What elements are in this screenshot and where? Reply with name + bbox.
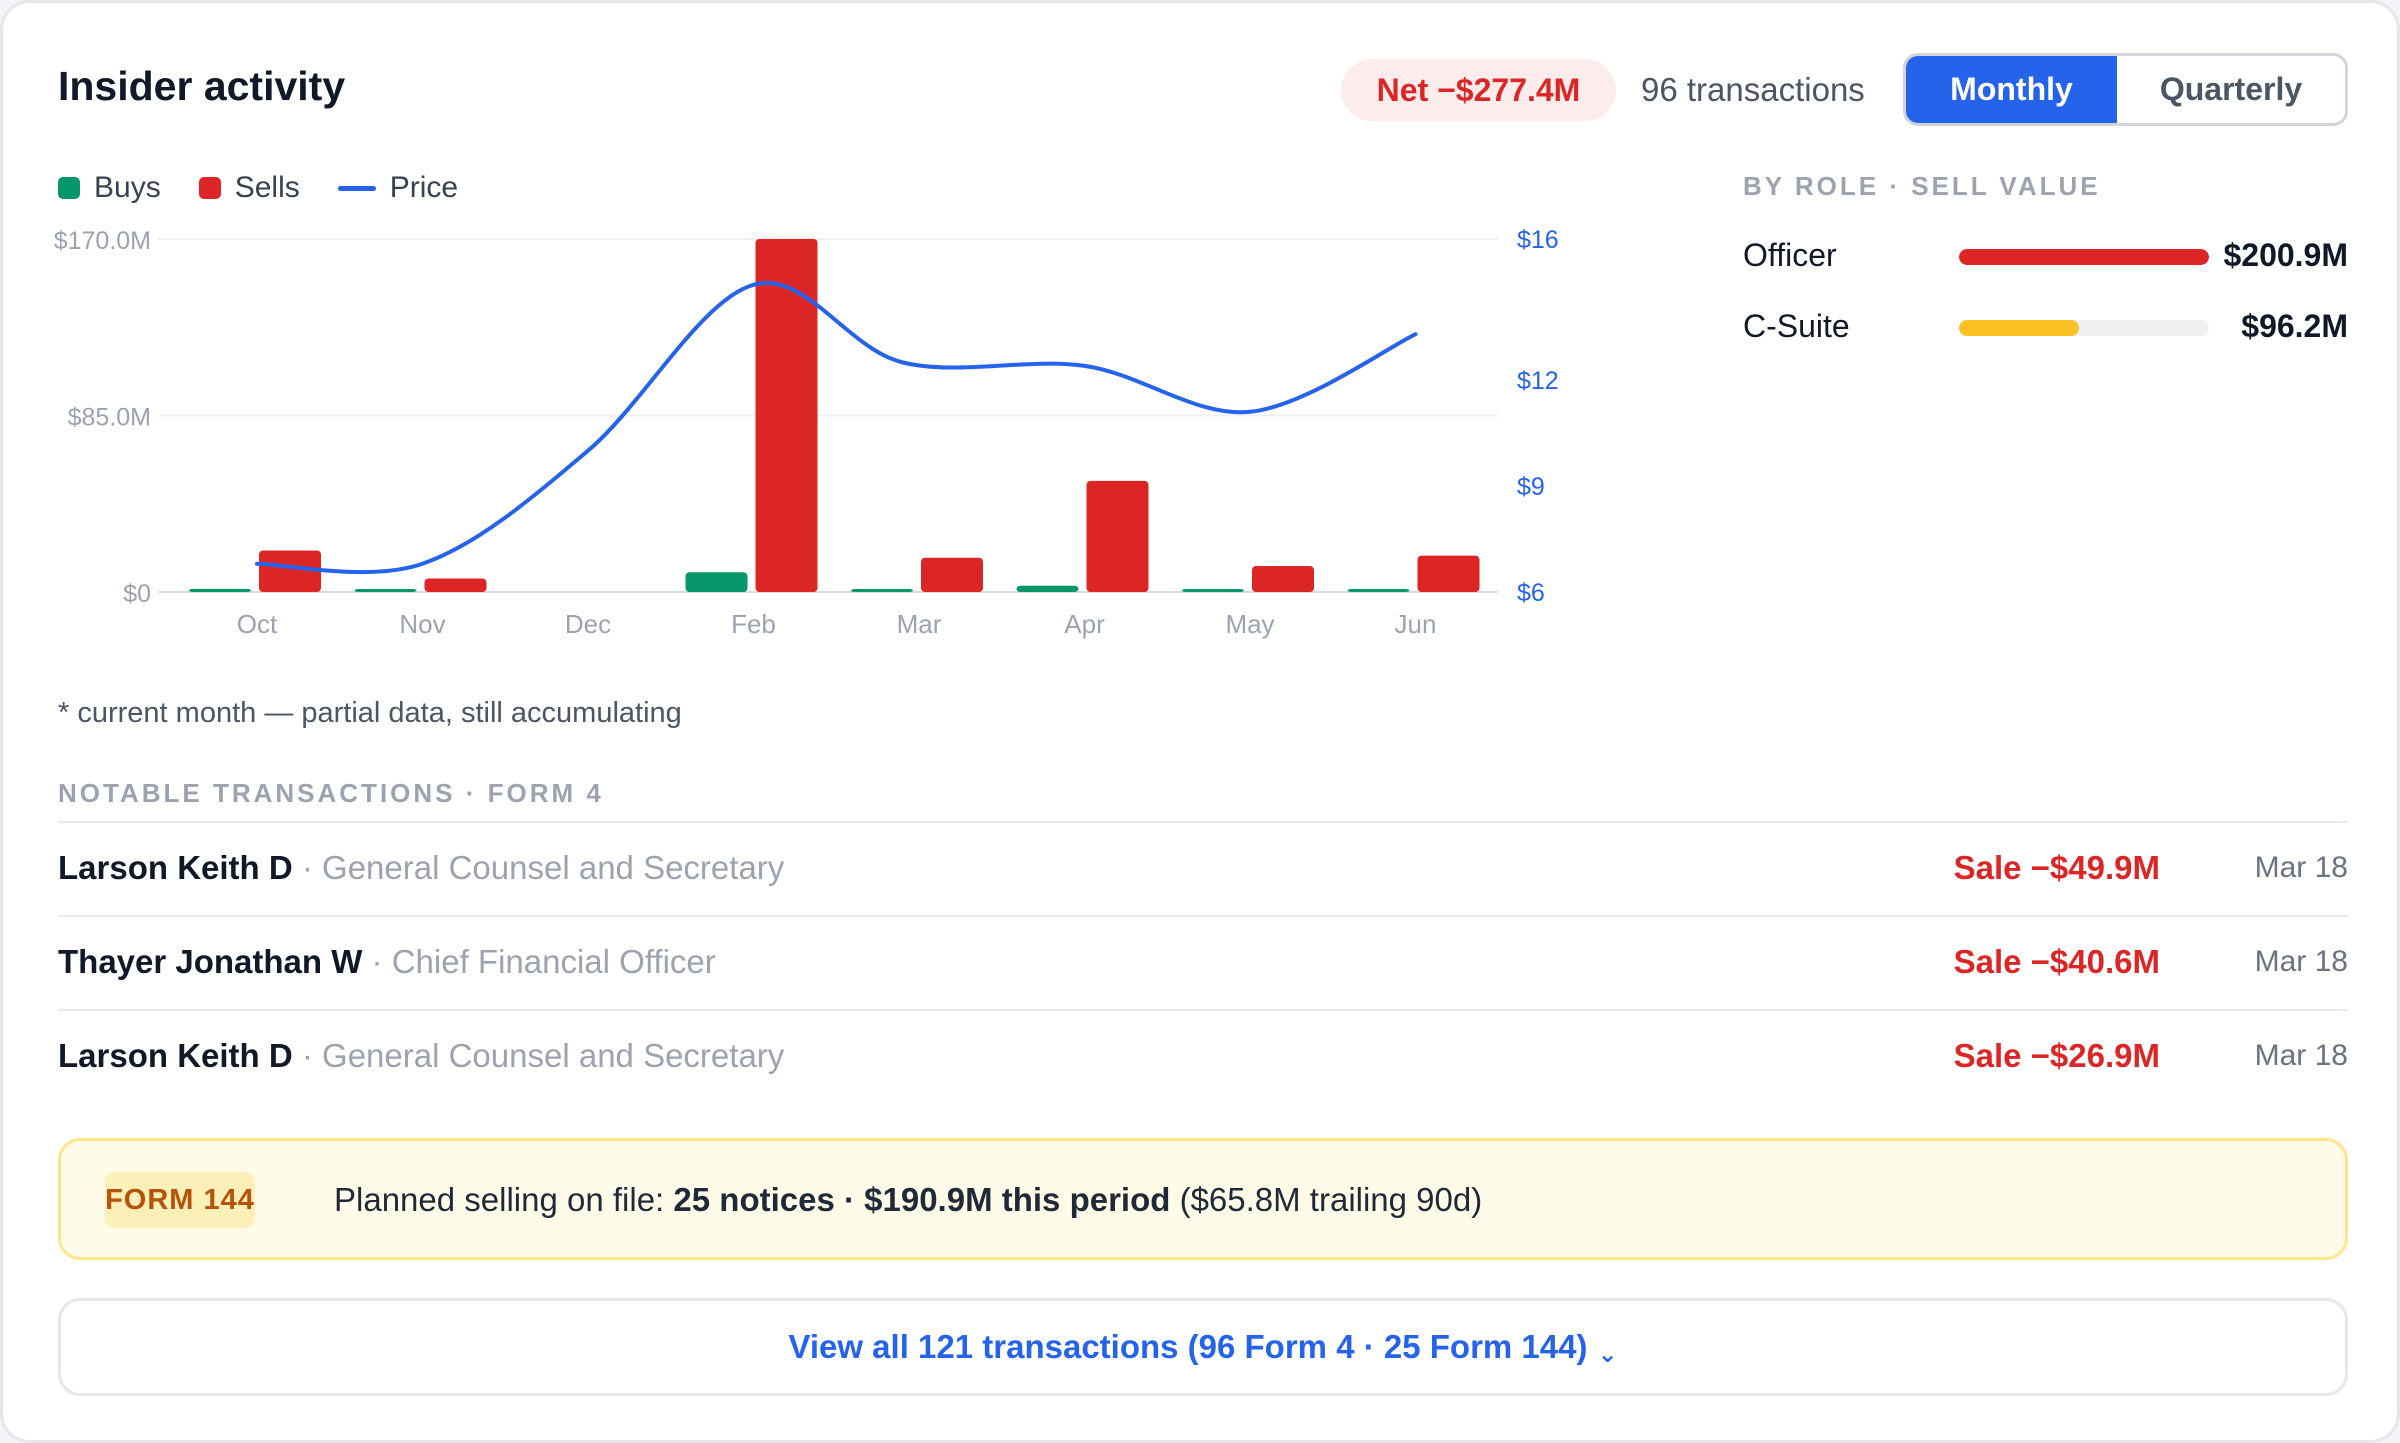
name-role-separator: ·	[292, 1037, 323, 1074]
transaction-row[interactable]: Thayer Jonathan W · Chief Financial Offi…	[58, 915, 2348, 1009]
insider-name: Thayer Jonathan W	[58, 943, 363, 980]
form-144-tag: FORM 144	[105, 1172, 255, 1228]
transaction-insider: Larson Keith D · General Counsel and Sec…	[58, 1037, 784, 1075]
period-toggle: Monthly Quarterly	[1903, 53, 2348, 126]
view-all-transactions-button[interactable]: View all 121 transactions (96 Form 4 · 2…	[58, 1298, 2348, 1396]
x-tick-label: Feb	[731, 609, 776, 639]
buys-bar	[851, 589, 913, 592]
y-left-tick-label: $85.0M	[68, 404, 151, 432]
role-value: $96.2M	[2241, 308, 2348, 344]
buys-bar	[189, 588, 251, 592]
transaction-row[interactable]: Larson Keith D · General Counsel and Sec…	[58, 1009, 2348, 1103]
chevron-down-icon: ⌄	[1597, 1341, 1618, 1368]
y-right-tick-label: $6	[1517, 579, 1545, 607]
transaction-row[interactable]: Larson Keith D · General Counsel and Sec…	[58, 821, 2348, 915]
y-right-tick-label: $9	[1517, 473, 1545, 501]
sells-bar	[1252, 566, 1314, 592]
buys-bar	[1182, 589, 1244, 592]
role-bar-fill	[1959, 249, 2209, 265]
sells-bar	[1086, 480, 1149, 592]
price-line-icon	[337, 185, 376, 191]
buys-bar	[1016, 585, 1079, 592]
notable-transactions-heading: NOTABLE TRANSACTIONS · FORM 4	[58, 778, 604, 808]
y-left-tick-label: $170.0M	[54, 227, 151, 255]
transaction-insider: Thayer Jonathan W · Chief Financial Offi…	[58, 943, 716, 981]
sells-bar	[755, 239, 818, 592]
role-bar-track	[1959, 320, 2209, 336]
form-144-banner: FORM 144 Planned selling on file: 25 not…	[58, 1138, 2348, 1260]
form-144-summary: 25 notices · $190.9M this period	[673, 1181, 1171, 1218]
x-tick-label: Dec	[565, 609, 611, 639]
sells-bar	[259, 550, 321, 592]
x-tick-label: May	[1225, 609, 1274, 639]
legend-label-buys: Buys	[94, 171, 161, 204]
x-tick-label: Jun	[1395, 609, 1437, 639]
transaction-insider: Larson Keith D · General Counsel and Sec…	[58, 849, 784, 887]
name-role-separator: ·	[362, 943, 392, 980]
insider-name: Larson Keith D	[58, 1037, 293, 1074]
transaction-amount: Sale −$49.9M	[1953, 849, 2160, 886]
card-title: Insider activity	[58, 63, 346, 109]
insider-role: General Counsel and Secretary	[322, 1037, 785, 1074]
partial-data-footnote: * current month — partial data, still ac…	[58, 697, 682, 729]
sells-bar	[921, 557, 983, 592]
chart-legend: Buys Sells Price	[58, 171, 496, 205]
sells-bar	[1417, 555, 1480, 592]
transaction-date: Mar 18	[2254, 851, 2348, 884]
legend-item-sells[interactable]: Sells	[198, 171, 300, 205]
form-144-prefix: Planned selling on file:	[334, 1181, 674, 1218]
role-bar-track	[1959, 249, 2209, 265]
x-tick-label: Oct	[237, 609, 278, 639]
y-right-tick-label: $12	[1517, 367, 1559, 395]
form-144-text: Planned selling on file: 25 notices · $1…	[334, 1181, 1482, 1219]
buys-bar	[1347, 589, 1410, 592]
form-144-trailing: ($65.8M trailing 90d)	[1170, 1181, 1483, 1218]
role-name: Officer	[1743, 237, 1837, 273]
role-name: C-Suite	[1743, 308, 1850, 344]
insider-role: General Counsel and Secretary	[322, 849, 785, 886]
transaction-date: Mar 18	[2254, 945, 2348, 978]
y-left-tick-label: $0	[123, 580, 151, 608]
role-value: $200.9M	[2223, 237, 2348, 273]
x-tick-label: Apr	[1064, 609, 1105, 639]
legend-item-buys[interactable]: Buys	[58, 171, 161, 205]
transaction-count: 96 transactions	[1641, 71, 1865, 108]
legend-label-sells: Sells	[234, 171, 300, 204]
x-tick-label: Nov	[399, 609, 445, 639]
net-badge: Net −$277.4M	[1341, 59, 1616, 121]
sells-bar	[424, 578, 487, 592]
legend-label-price: Price	[389, 171, 459, 204]
transaction-amount: Sale −$40.6M	[1953, 943, 2160, 980]
monthly-toggle-button[interactable]: Monthly	[1906, 56, 2117, 123]
insider-activity-chart: $0 $85.0M $170.0M $6 $9 $12 $16 Oct Nov Dec Feb Mar…	[54, 226, 1559, 639]
x-tick-label: Mar	[897, 609, 942, 639]
role-row-csuite: C-Suite $96.2M	[1743, 306, 2348, 346]
role-bar-fill	[1959, 320, 2079, 336]
insider-name: Larson Keith D	[58, 849, 293, 886]
y-right-tick-label: $16	[1517, 226, 1559, 254]
insider-role: Chief Financial Officer	[391, 943, 716, 980]
buys-bar	[354, 589, 417, 592]
role-row-officer: Officer $200.9M	[1743, 235, 2348, 275]
buys-bar	[685, 572, 748, 592]
transaction-date: Mar 18	[2254, 1039, 2348, 1072]
price-series-line	[255, 281, 1418, 575]
transaction-amount: Sale −$26.9M	[1953, 1037, 2160, 1074]
quarterly-toggle-button[interactable]: Quarterly	[2117, 56, 2345, 123]
buys-swatch-icon	[58, 177, 80, 199]
by-role-heading: BY ROLE · SELL VALUE	[1743, 171, 2101, 201]
sells-swatch-icon	[198, 177, 221, 199]
view-all-label: View all 121 transactions (96 Form 4 · 2…	[788, 1328, 1588, 1365]
name-role-separator: ·	[292, 849, 323, 886]
legend-item-price[interactable]: Price	[337, 171, 459, 205]
